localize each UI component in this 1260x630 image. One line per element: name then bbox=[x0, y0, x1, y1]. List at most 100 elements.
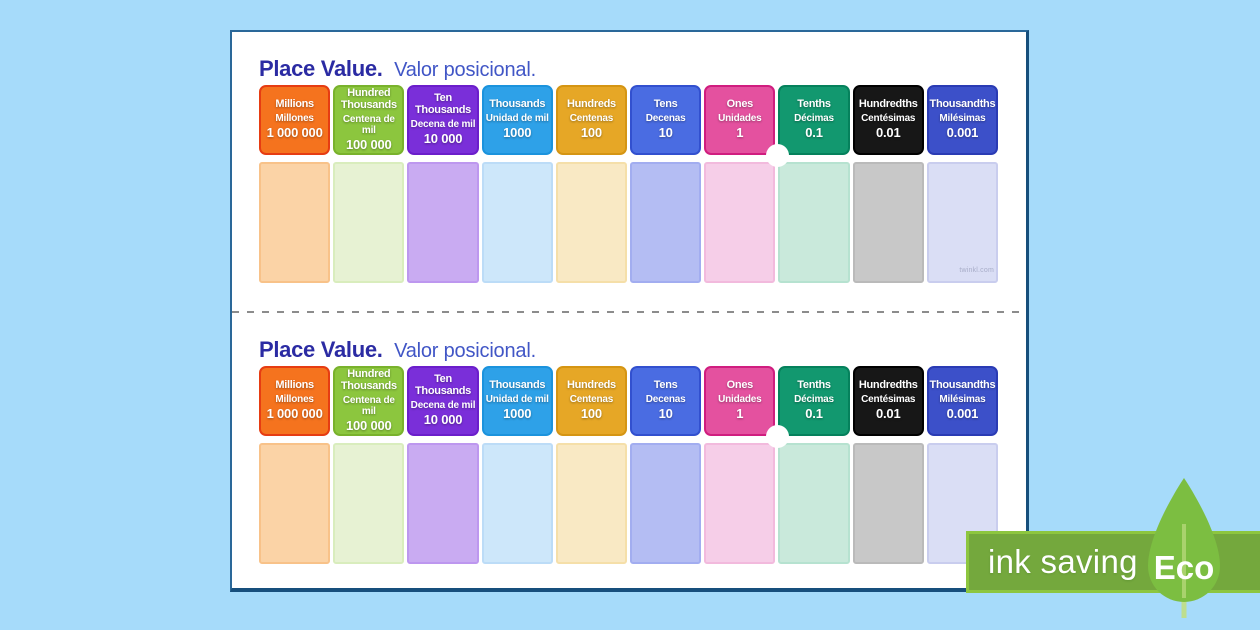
label-spanish-ones: Unidades bbox=[718, 113, 762, 125]
body-row bbox=[259, 162, 999, 283]
value-label-thousands: 1000 bbox=[503, 125, 532, 141]
value-label-ten-thousands: 10 000 bbox=[423, 131, 463, 147]
header-cell-ones: Ones Unidades 1 bbox=[704, 366, 776, 436]
label-english-hundredths: Hundredths bbox=[858, 379, 918, 392]
header-cell-ten-thousands: Ten Thousands Decena de mil 10 000 bbox=[407, 366, 479, 436]
header-cell-tens: Tens Decenas 10 bbox=[630, 366, 702, 436]
label-english-ones: Ones bbox=[726, 379, 754, 392]
header-cell-thousands: Thousands Unidad de mil 1000 bbox=[481, 85, 553, 155]
value-cell-ones bbox=[704, 162, 776, 283]
value-label-tens: 10 bbox=[658, 125, 673, 141]
value-label-hundredths: 0.01 bbox=[875, 406, 901, 422]
value-label-millions: 1 000 000 bbox=[266, 125, 323, 141]
value-cell-hundreds bbox=[555, 162, 628, 283]
label-spanish-hundred-thousands: Centena de mil bbox=[342, 113, 395, 136]
value-cell-thousandths bbox=[926, 443, 999, 564]
label-english-ten-thousands: Ten Thousands bbox=[415, 92, 471, 117]
place-value-table: Millions Millones 1 000 000 Hundred Thousan… bbox=[259, 366, 999, 564]
chart-title: Place Value. Valor posicional. bbox=[259, 56, 998, 82]
value-cell-hundreds bbox=[555, 443, 628, 564]
value-label-thousands: 1000 bbox=[503, 406, 532, 422]
label-english-tens: Tens bbox=[653, 98, 678, 111]
header-cell-millions: Millions Millones 1 000 000 bbox=[259, 85, 331, 155]
cut-line bbox=[232, 311, 1026, 313]
place-value-table: Millions Millones 1 000 000 Hundred Thousan… bbox=[259, 85, 999, 283]
place-value-chart-1: Place Value. Valor posicional. Millions M… bbox=[259, 56, 999, 283]
eco-leaf-icon: Eco bbox=[1148, 478, 1220, 618]
label-spanish-tenths: Décimas bbox=[794, 113, 834, 125]
value-cell-hundredths bbox=[852, 162, 924, 283]
worksheet-page: Place Value. Valor posicional. Millions M… bbox=[230, 30, 1029, 592]
label-english-thousands: Thousands bbox=[489, 379, 546, 392]
value-cell-ten-thousands bbox=[407, 162, 479, 283]
header-cell-tens: Tens Decenas 10 bbox=[630, 85, 702, 155]
label-english-hundred-thousands: Hundred Thousands bbox=[340, 86, 397, 111]
value-cell-thousands bbox=[481, 162, 553, 283]
value-cell-hundredths bbox=[852, 443, 924, 564]
label-english-ones: Ones bbox=[726, 98, 754, 111]
label-spanish-hundreds: Centenas bbox=[569, 394, 614, 406]
label-english-tens: Tens bbox=[653, 379, 678, 392]
value-label-millions: 1 000 000 bbox=[266, 406, 323, 422]
header-cell-hundreds: Hundreds Centenas 100 bbox=[555, 85, 628, 155]
value-cell-hundred-thousands bbox=[333, 443, 405, 564]
label-spanish-hundred-thousands: Centena de mil bbox=[342, 394, 395, 417]
header-cell-ones: Ones Unidades 1 bbox=[704, 85, 776, 155]
header-cell-millions: Millions Millones 1 000 000 bbox=[259, 366, 331, 436]
value-label-hundred-thousands: 100 000 bbox=[346, 136, 392, 152]
label-spanish-thousands: Unidad de mil bbox=[485, 394, 549, 406]
header-cell-tenths: Tenths Décimas 0.1 bbox=[778, 366, 850, 436]
value-label-ones: 1 bbox=[736, 125, 744, 141]
label-english-thousandths: Thousandths bbox=[929, 379, 996, 392]
value-label-hundredths: 0.01 bbox=[875, 125, 901, 141]
eco-label: Eco bbox=[1154, 549, 1215, 586]
label-english-millions: Millions bbox=[275, 379, 314, 392]
label-spanish-millions: Millones bbox=[275, 394, 314, 406]
header-cell-tenths: Tenths Décimas 0.1 bbox=[778, 85, 850, 155]
label-english-hundreds: Hundreds bbox=[566, 98, 616, 111]
value-label-tenths: 0.1 bbox=[805, 125, 823, 141]
header-cell-hundred-thousands: Hundred Thousands Centena de mil 100 000 bbox=[333, 366, 405, 436]
header-cell-hundredths: Hundredths Centésimas 0.01 bbox=[852, 85, 924, 155]
label-english-thousands: Thousands bbox=[489, 98, 546, 111]
value-label-thousandths: 0.001 bbox=[946, 406, 979, 422]
value-cell-tenths bbox=[778, 162, 850, 283]
header-cell-hundreds: Hundreds Centenas 100 bbox=[555, 366, 628, 436]
value-label-thousandths: 0.001 bbox=[946, 125, 979, 141]
header-cell-thousands: Thousands Unidad de mil 1000 bbox=[481, 366, 553, 436]
label-english-hundred-thousands: Hundred Thousands bbox=[340, 367, 397, 392]
header-row: Millions Millones 1 000 000 Hundred Thousan… bbox=[259, 85, 999, 155]
chart-title: Place Value. Valor posicional. bbox=[259, 337, 998, 363]
label-spanish-hundreds: Centenas bbox=[569, 113, 614, 125]
label-spanish-ten-thousands: Decena de mil bbox=[410, 400, 476, 412]
label-english-ten-thousands: Ten Thousands bbox=[415, 373, 471, 398]
label-spanish-millions: Millones bbox=[275, 113, 314, 125]
label-spanish-tenths: Décimas bbox=[794, 394, 834, 406]
value-cell-thousandths bbox=[926, 162, 999, 283]
value-cell-thousands bbox=[481, 443, 553, 564]
watermark: twinkl.com bbox=[959, 267, 994, 274]
chart-title-english: Place Value. bbox=[259, 337, 383, 362]
label-spanish-thousandths: Milésimas bbox=[939, 394, 986, 406]
label-english-hundredths: Hundredths bbox=[858, 98, 918, 111]
label-english-thousandths: Thousandths bbox=[929, 98, 996, 111]
decimal-point-circle bbox=[766, 425, 789, 448]
ink-saving-label: ink saving bbox=[988, 543, 1138, 580]
chart-title-spanish: Valor posicional. bbox=[394, 340, 536, 362]
value-cell-tens bbox=[630, 162, 702, 283]
value-cell-tenths bbox=[778, 443, 850, 564]
label-english-tenths: Tenths bbox=[797, 379, 831, 392]
label-spanish-tens: Decenas bbox=[645, 394, 686, 406]
value-cell-millions bbox=[259, 162, 331, 283]
header-cell-hundredths: Hundredths Centésimas 0.01 bbox=[852, 366, 924, 436]
label-spanish-tens: Decenas bbox=[645, 113, 686, 125]
value-cell-ones bbox=[704, 443, 776, 564]
body-row bbox=[259, 443, 999, 564]
label-spanish-thousandths: Milésimas bbox=[939, 113, 986, 125]
label-spanish-hundredths: Centésimas bbox=[861, 394, 916, 406]
value-label-hundreds: 100 bbox=[580, 125, 602, 141]
label-english-tenths: Tenths bbox=[797, 98, 831, 111]
decimal-point-circle bbox=[766, 144, 789, 167]
value-label-hundreds: 100 bbox=[580, 406, 602, 422]
value-label-ones: 1 bbox=[736, 406, 744, 422]
